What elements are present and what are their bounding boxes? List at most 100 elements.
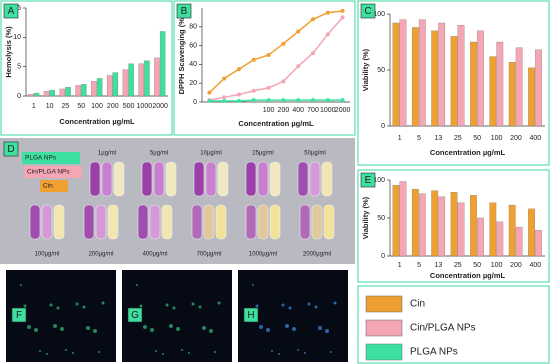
- point: [237, 67, 241, 72]
- series-line: [209, 99, 343, 102]
- y-tick-label: 0: [193, 99, 197, 106]
- x-tick-label: 25: [62, 103, 70, 110]
- legend-swatch: [365, 319, 403, 337]
- tube: [323, 204, 335, 240]
- x-tick-label: 400: [529, 135, 541, 142]
- fluorescence-dot: [217, 301, 221, 305]
- bar: [535, 49, 542, 127]
- panel-label: A: [8, 6, 15, 17]
- x-tick-label: 1: [398, 262, 402, 269]
- fluorescence-dot: [191, 302, 195, 306]
- y-tick-label: 0: [17, 93, 21, 100]
- tube-legend-box: [24, 166, 82, 178]
- fluorescence-dot: [72, 352, 74, 354]
- y-axis-label: Viability (%): [361, 48, 370, 91]
- point: [296, 29, 301, 34]
- x-tick-label: 100: [491, 262, 503, 269]
- panel-label: H: [247, 310, 254, 321]
- concentration-label: 100µg/ml: [35, 252, 60, 258]
- point: [325, 10, 330, 15]
- bar: [431, 30, 439, 127]
- bar: [122, 69, 129, 97]
- x-tick-label: 200: [278, 107, 290, 114]
- fluorescence-dot: [198, 305, 202, 309]
- tube: [89, 161, 101, 197]
- y-tick-label: 100: [373, 11, 385, 18]
- fluorescence-dot: [314, 305, 318, 309]
- panel-label: E: [365, 175, 372, 186]
- bar: [496, 221, 504, 257]
- tube-legend-box: [22, 152, 80, 164]
- fluorescence-dot: [49, 303, 53, 307]
- y-tick-label: 0: [381, 253, 385, 260]
- concentration-label: 200µg/ml: [89, 252, 114, 258]
- tube: [311, 204, 323, 240]
- tube: [297, 161, 309, 197]
- bar: [438, 22, 446, 127]
- x-tick-label: 100: [491, 135, 503, 142]
- fluorescence-dot: [165, 303, 169, 307]
- fluorescence-dot: [86, 326, 90, 330]
- bar: [528, 67, 535, 127]
- tube: [217, 161, 229, 197]
- fluorescence-dot: [288, 306, 292, 310]
- fluorescence-dot: [136, 284, 138, 286]
- fluorescence-dot: [266, 328, 270, 332]
- x-tick-label: 200: [107, 103, 119, 110]
- x-tick-label: 50: [473, 262, 481, 269]
- bar: [515, 226, 523, 257]
- bar: [43, 91, 50, 97]
- panel-label-box: [3, 141, 19, 157]
- fluorescence-dot: [271, 350, 273, 352]
- x-axis-label: Concentration µg/mL: [238, 119, 314, 128]
- bar: [431, 190, 439, 257]
- bar: [477, 217, 484, 257]
- x-tick-label: 700: [307, 107, 319, 114]
- legend-swatch: [365, 295, 403, 313]
- x-tick-label: 200: [510, 135, 522, 142]
- tube: [141, 161, 153, 197]
- x-tick-label: 25: [454, 135, 462, 142]
- bar: [65, 87, 71, 97]
- x-tick-label: 400: [292, 107, 304, 114]
- fluorescence-dot: [143, 325, 147, 329]
- bar: [418, 193, 426, 257]
- bar: [33, 92, 40, 97]
- tube: [269, 204, 281, 240]
- bar: [106, 75, 113, 97]
- bar: [392, 185, 400, 257]
- fluorescence-dot: [20, 284, 22, 286]
- bar: [411, 188, 419, 257]
- fluorescence-dot: [101, 301, 105, 305]
- x-axis-label: Concentration µg/mL: [430, 148, 506, 157]
- legend-label: Cin/PLGA NPs: [410, 323, 476, 334]
- y-tick-label: 50: [377, 215, 385, 222]
- fluorescence-dot: [318, 326, 322, 330]
- concentration-label: 50µg/ml: [304, 151, 325, 157]
- bar: [399, 181, 407, 257]
- fluorescence-dot: [209, 329, 213, 333]
- legend-label: PLGA NPs: [410, 347, 458, 358]
- tube: [245, 204, 257, 240]
- point: [340, 98, 345, 103]
- y-tick-label: 50: [377, 67, 385, 74]
- fluorescence-dot: [60, 327, 64, 331]
- bar: [28, 94, 34, 97]
- panel-label: C: [364, 6, 371, 17]
- fluorescence-dot: [93, 329, 97, 333]
- tube: [165, 161, 177, 197]
- concentration-label: 2000µg/ml: [303, 252, 331, 258]
- bar: [112, 72, 119, 97]
- concentration-label: 5µg/ml: [150, 151, 168, 157]
- tube: [101, 161, 113, 197]
- bar: [49, 89, 55, 97]
- point: [207, 99, 212, 104]
- bar: [508, 62, 516, 127]
- legend-frame: [357, 285, 550, 364]
- fluorescence-dot: [39, 350, 41, 352]
- bar: [75, 85, 81, 97]
- tube: [299, 204, 311, 240]
- bar: [138, 63, 144, 97]
- bar: [457, 25, 465, 127]
- point: [237, 92, 241, 97]
